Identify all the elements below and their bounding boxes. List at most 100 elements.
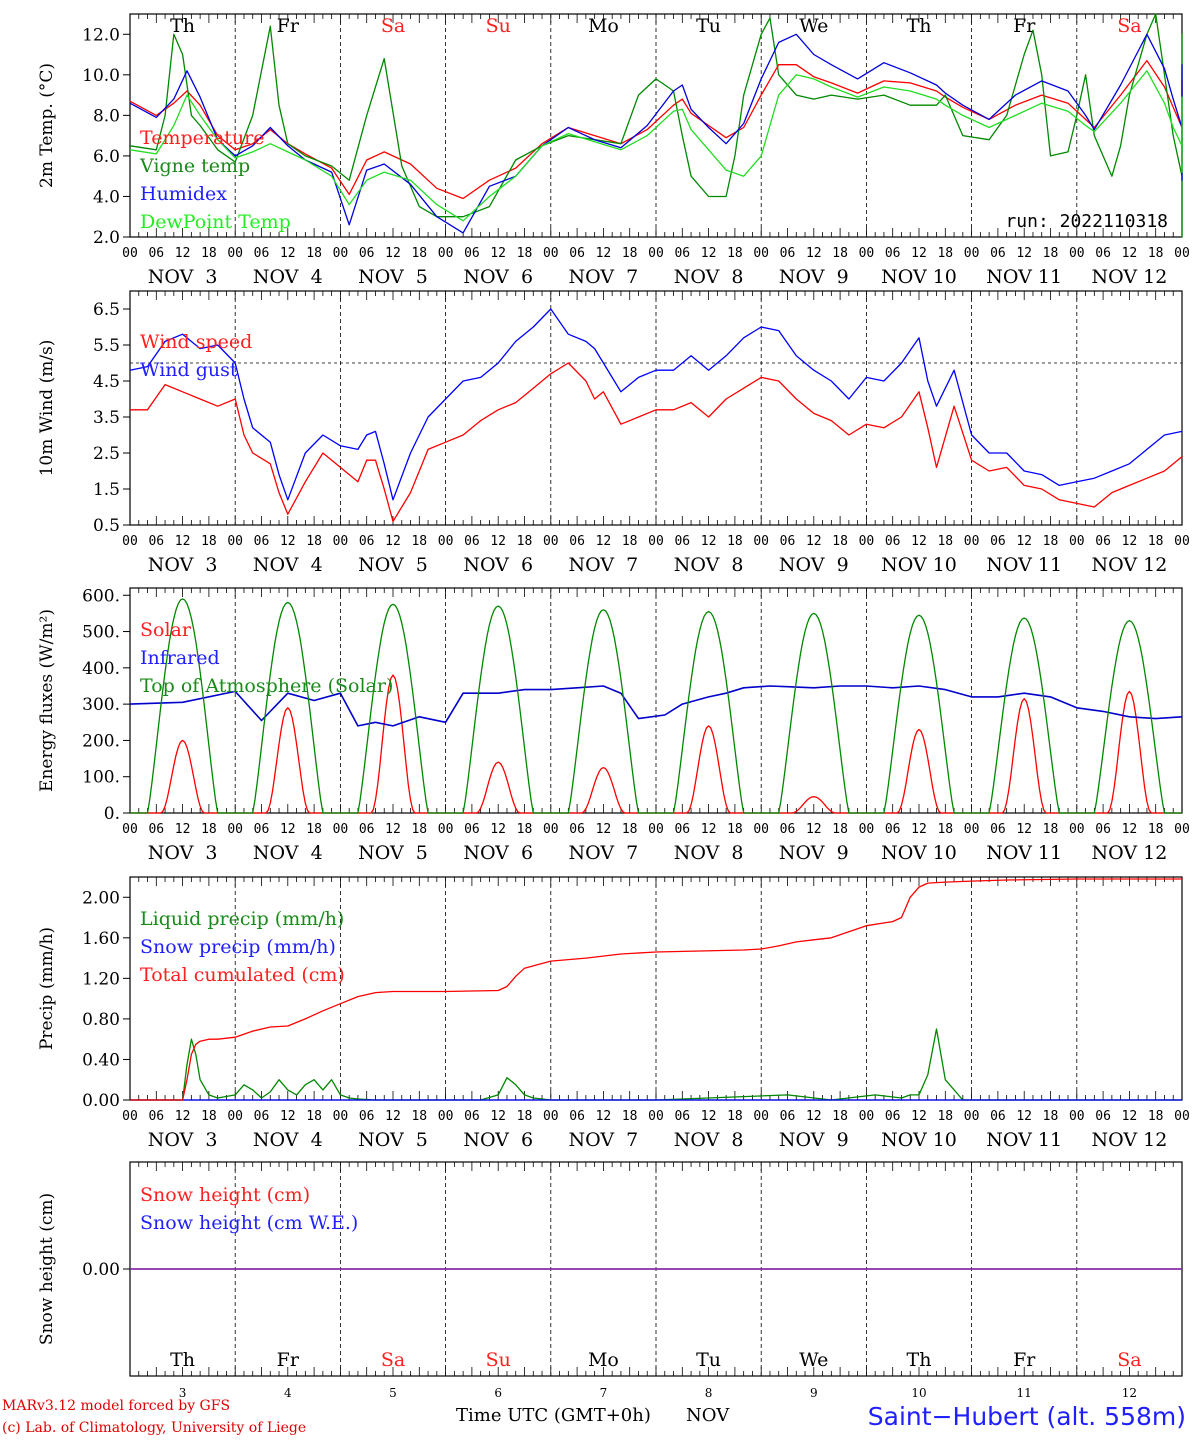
legend-entry: Wind speed	[140, 331, 252, 353]
hour-tick-label: 18	[832, 534, 848, 549]
hour-tick-label: 00	[122, 1109, 138, 1124]
y-tick-label: 2.0	[93, 228, 120, 248]
hour-tick-label: 06	[885, 246, 901, 261]
hour-tick-label: 06	[569, 1109, 585, 1124]
day-name: Sa	[1117, 1349, 1141, 1371]
day-name: We	[799, 15, 828, 37]
hour-tick-label: 18	[517, 1109, 533, 1124]
hour-tick-label: 12	[490, 1109, 506, 1124]
hour-tick-label: 00	[859, 822, 875, 837]
date-label: NOV 8	[674, 554, 744, 576]
date-label: NOV 6	[463, 266, 533, 288]
day-name: Sa	[1117, 15, 1141, 37]
hour-tick-label: 06	[674, 246, 690, 261]
hour-tick-label: 12	[1122, 534, 1138, 549]
hour-tick-label: 12	[280, 246, 296, 261]
hour-tick-label: 00	[1174, 822, 1190, 837]
hour-tick-label: 00	[227, 822, 243, 837]
y-tick-label: 0.00	[82, 1260, 120, 1280]
date-label: NOV 8	[674, 266, 744, 288]
date-label: NOV 5	[358, 266, 428, 288]
date-label: NOV 7	[569, 554, 639, 576]
hour-tick-label: 06	[254, 534, 270, 549]
date-label: NOV 4	[253, 554, 323, 576]
y-tick-label: 1.20	[82, 969, 120, 989]
y-tick-label: 4.5	[93, 372, 120, 392]
day-name: Fr	[1013, 1349, 1036, 1371]
month-label: NOV	[686, 1405, 730, 1426]
hour-tick-label: 00	[753, 534, 769, 549]
hour-tick-label: 18	[306, 1109, 322, 1124]
hour-tick-label: 12	[701, 1109, 717, 1124]
hour-tick-label: 06	[359, 246, 375, 261]
hour-tick-label: 06	[674, 822, 690, 837]
hour-tick-label: 00	[964, 822, 980, 837]
hour-tick-label: 18	[622, 822, 638, 837]
date-label: NOV 7	[569, 842, 639, 864]
hour-tick-label: 18	[517, 246, 533, 261]
hour-tick-label: 12	[1122, 822, 1138, 837]
series-line	[129, 308, 1183, 501]
hour-tick-label: 00	[333, 1109, 349, 1124]
run-label: run: 2022110318	[1005, 211, 1168, 232]
legend-entry: Temperature	[140, 127, 264, 149]
hour-tick-label: 06	[148, 534, 164, 549]
hour-tick-label: 00	[1069, 534, 1085, 549]
y-tick-label: 2.00	[82, 888, 120, 908]
hour-tick-label: 18	[937, 246, 953, 261]
hour-tick-label: 00	[333, 246, 349, 261]
hour-tick-label: 18	[727, 1109, 743, 1124]
hour-tick-label: 12	[385, 1109, 401, 1124]
date-label: NOV 3	[148, 842, 218, 864]
hour-tick-label: 18	[306, 246, 322, 261]
hour-tick-label: 18	[832, 246, 848, 261]
hour-tick-label: 00	[543, 1109, 559, 1124]
hour-tick-label: 12	[490, 246, 506, 261]
hour-tick-label: 18	[201, 534, 217, 549]
legend-entry: Top of Atmosphere (Solar)	[140, 675, 393, 697]
day-name: Fr	[1013, 15, 1036, 37]
date-label: NOV 5	[358, 842, 428, 864]
y-tick-label: 600.	[82, 586, 120, 606]
day-name: Su	[486, 1349, 511, 1371]
hour-tick-label: 06	[569, 822, 585, 837]
day-name: Mo	[588, 15, 619, 37]
hour-tick-label: 06	[885, 1109, 901, 1124]
hour-tick-label: 18	[832, 822, 848, 837]
hour-tick-label: 18	[937, 1109, 953, 1124]
hour-tick-label: 12	[280, 534, 296, 549]
hour-tick-label: 12	[806, 1109, 822, 1124]
day-name: Th	[907, 1349, 932, 1371]
series-line	[130, 598, 1182, 814]
day-number: 10	[911, 1386, 926, 1400]
day-name: Sa	[381, 15, 405, 37]
y-tick-label: 8.0	[93, 106, 120, 126]
date-label: NOV 9	[779, 266, 849, 288]
date-label: NOV 11	[986, 554, 1062, 576]
hour-tick-label: 12	[806, 822, 822, 837]
lab-credit: (c) Lab. of Climatology, University of L…	[2, 1420, 307, 1436]
hour-tick-label: 12	[596, 1109, 612, 1124]
series-line	[129, 70, 1183, 222]
hour-tick-label: 06	[569, 534, 585, 549]
legend-entry: Infrared	[140, 647, 220, 669]
hour-tick-label: 06	[1095, 822, 1111, 837]
y-axis-label: 2m Temp. (°C)	[37, 63, 57, 188]
date-label: NOV 3	[148, 266, 218, 288]
hour-tick-label: 06	[780, 1109, 796, 1124]
series-line	[130, 362, 1183, 523]
hour-tick-label: 00	[543, 822, 559, 837]
day-name: Tu	[696, 1349, 721, 1371]
hour-tick-label: 12	[490, 822, 506, 837]
hour-tick-label: 06	[885, 822, 901, 837]
hour-tick-label: 12	[911, 822, 927, 837]
date-label: NOV 5	[358, 1129, 428, 1151]
y-tick-label: 4.0	[93, 187, 120, 207]
y-tick-label: 6.5	[93, 300, 120, 320]
date-label: NOV 4	[253, 1129, 323, 1151]
hour-tick-label: 18	[411, 246, 427, 261]
hour-tick-label: 00	[438, 246, 454, 261]
hour-tick-label: 18	[727, 822, 743, 837]
hour-tick-label: 00	[753, 246, 769, 261]
